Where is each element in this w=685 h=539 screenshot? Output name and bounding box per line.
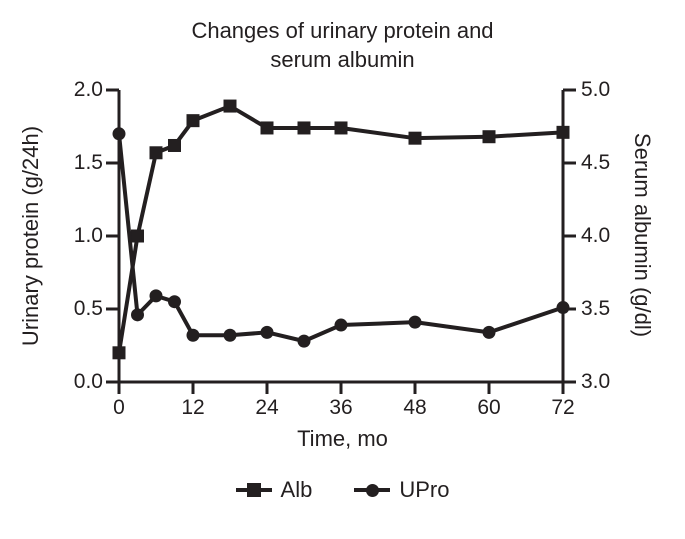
data-point-circle-upro [334,318,348,332]
data-point-circle-upro [131,308,144,322]
left-axis-tick-label: 1.0 [73,224,103,247]
right-axis-tick-label: 3.0 [581,370,611,393]
data-point-circle-upro [556,301,570,315]
x-axis-tick-label: 48 [403,396,427,419]
x-axis-tick-label: 0 [113,396,125,419]
data-point-circle-upro [223,328,237,342]
left-axis-tick-label: 0.5 [73,297,103,320]
data-point-square-alb [334,121,348,135]
data-point-circle-upro [260,325,274,339]
legend-label-alb: Alb [280,477,313,502]
legend-square-swatch [246,483,261,497]
chart-title-line2: serum albumin [270,47,415,72]
circle-marker-icon [354,482,391,498]
data-point-circle-upro [408,315,422,329]
data-point-square-alb [168,138,181,152]
right-axis-tick-label: 4.0 [581,224,611,247]
legend-item-upro: UPro [354,477,449,503]
data-point-square-alb [186,114,200,128]
data-point-circle-upro [297,334,311,348]
data-point-square-alb [556,125,570,139]
x-axis-tick-label: 12 [181,396,205,419]
square-marker-icon [235,482,272,498]
data-point-square-alb [408,131,422,145]
chart-title: Changes of urinary protein and serum albu… [0,16,685,74]
data-point-square-alb [223,99,237,113]
x-axis-tick-label: 60 [477,396,501,419]
data-point-circle-upro [149,289,163,303]
left-axis-tick-label: 0.0 [73,370,103,393]
right-axis-tick-label: 4.5 [581,151,611,174]
right-axis-tick-label: 5.0 [581,78,611,101]
data-point-circle-upro [482,325,496,339]
legend-item-alb: Alb [235,477,313,503]
legend-label-upro: UPro [399,477,450,502]
data-point-square-alb [297,121,311,135]
chart-title-line1: Changes of urinary protein and [191,18,494,43]
data-point-circle-upro [112,127,126,141]
right-axis-tick-label: 3.5 [581,297,611,320]
data-point-square-alb [131,229,144,243]
x-axis-tick-label: 24 [255,396,279,419]
series-line-upro [117,133,564,344]
data-point-square-alb [149,146,163,160]
data-point-circle-upro [186,328,200,342]
x-axis-tick-label: 72 [551,396,575,419]
x-axis-label: Time, mo [297,426,388,451]
data-point-square-alb [112,346,126,360]
x-axis-tick-label: 36 [329,396,353,419]
left-axis-tick-label: 1.5 [73,151,103,174]
data-point-square-alb [482,130,496,144]
legend-circle-swatch [365,483,379,497]
series-line-alb [117,104,564,354]
data-point-square-alb [260,121,274,135]
legend: Alb UPro [0,477,685,503]
left-axis-tick-label: 2.0 [73,78,103,101]
data-point-circle-upro [168,295,181,309]
